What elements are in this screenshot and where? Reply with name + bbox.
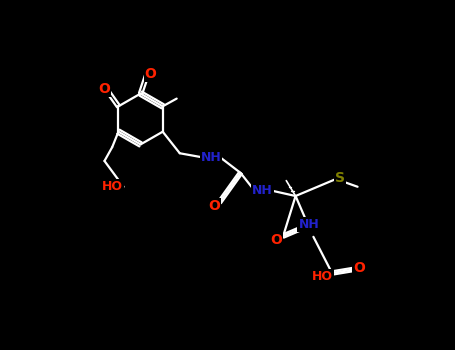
Text: NH: NH — [201, 151, 222, 164]
Text: O: O — [208, 199, 220, 213]
Text: NH: NH — [298, 218, 319, 231]
Text: HO: HO — [312, 270, 333, 282]
Text: S: S — [335, 170, 345, 184]
Text: HO: HO — [102, 180, 123, 193]
Text: O: O — [145, 67, 157, 81]
Text: O: O — [270, 233, 282, 247]
Text: O: O — [98, 82, 110, 96]
Text: NH: NH — [252, 184, 273, 197]
Text: O: O — [353, 261, 365, 275]
